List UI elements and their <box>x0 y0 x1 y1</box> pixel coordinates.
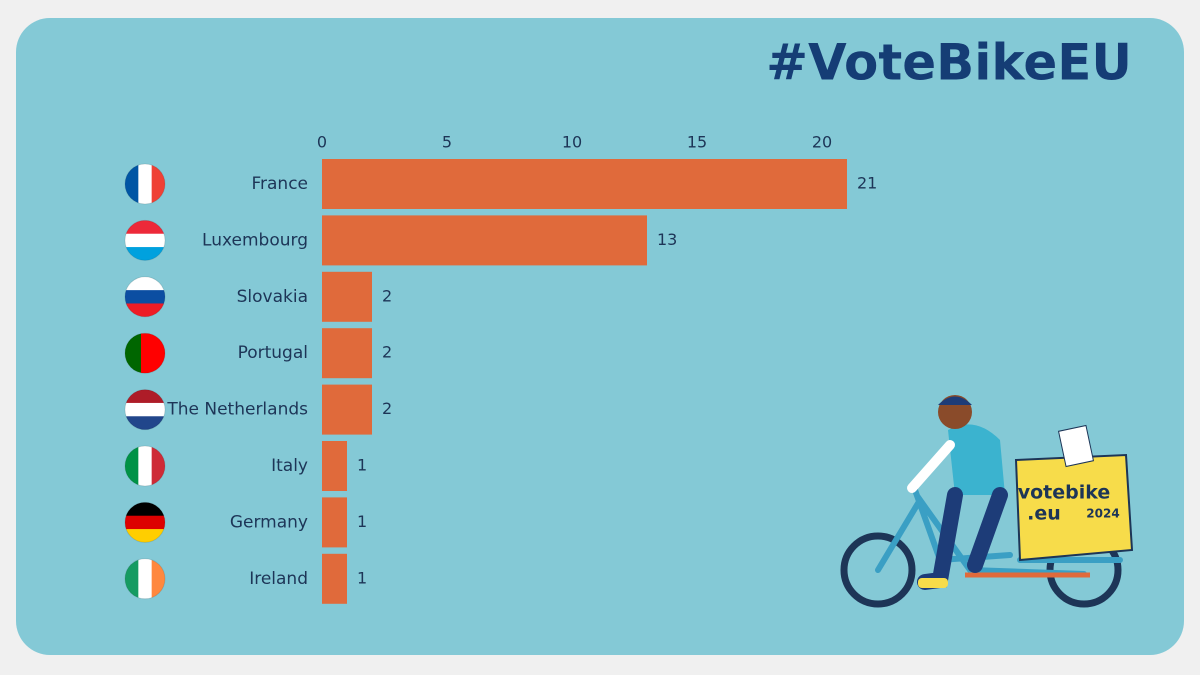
value-label: 21 <box>857 174 877 193</box>
category-label: Slovakia <box>237 287 308 307</box>
flag-stripe <box>141 333 150 374</box>
flag-outline <box>124 219 166 261</box>
flag-stripe <box>151 164 165 204</box>
box-text: 2024 <box>1086 507 1119 521</box>
rider-body <box>948 424 1005 495</box>
flag <box>125 164 165 204</box>
bar <box>322 159 847 209</box>
flag-stripe <box>125 502 165 517</box>
flag-outline <box>124 389 166 431</box>
flag-stripe <box>125 446 139 486</box>
x-tick-label: 20 <box>812 133 832 152</box>
flag-stripe <box>138 446 153 486</box>
value-label: 1 <box>357 512 367 531</box>
x-tick-label: 5 <box>442 133 452 152</box>
category-label: Italy <box>271 456 308 476</box>
bar <box>322 384 372 435</box>
bar <box>322 441 347 491</box>
flag-stripe <box>151 446 165 486</box>
card <box>16 18 1184 655</box>
chart-title: #VoteBikeEU <box>766 34 1132 92</box>
bar <box>322 271 372 322</box>
bar <box>322 328 372 379</box>
x-tick-label: 0 <box>317 133 327 152</box>
flag <box>125 558 165 599</box>
bar <box>322 215 647 266</box>
flag-stripe <box>125 333 134 374</box>
value-label: 13 <box>657 230 677 249</box>
flag-stripe <box>125 233 165 248</box>
flag-outline <box>124 332 166 374</box>
value-label: 2 <box>382 399 392 418</box>
bar <box>322 497 347 548</box>
flag-outline <box>124 163 166 205</box>
flag-stripe <box>125 290 165 304</box>
value-label: 2 <box>382 286 392 305</box>
cap <box>938 396 972 405</box>
bar <box>322 553 347 604</box>
shoe <box>918 578 948 588</box>
box-text: .eu <box>1027 503 1061 525</box>
flag-stripe <box>125 164 139 204</box>
flag-outline <box>124 276 166 318</box>
category-label: Ireland <box>249 569 308 589</box>
flag <box>125 333 165 374</box>
flag-stripe <box>125 220 165 235</box>
category-label: Luxembourg <box>202 230 308 250</box>
flag-outline <box>124 558 166 600</box>
flag-stripe <box>133 333 142 374</box>
flag-stripe <box>125 416 165 430</box>
x-tick-label: 10 <box>562 133 582 152</box>
box-text: votebike <box>1018 482 1111 504</box>
flag-stripe <box>151 558 165 599</box>
category-label: Germany <box>230 512 308 532</box>
rider-arm <box>907 440 955 493</box>
ballot <box>1057 424 1095 468</box>
flag-stripe <box>138 164 153 204</box>
flag-stripe <box>125 402 165 417</box>
flag-stripe <box>125 276 165 291</box>
flag <box>125 276 165 317</box>
x-tick-label: 15 <box>687 133 707 152</box>
wheel <box>840 532 916 608</box>
category-label: France <box>251 174 308 194</box>
flag <box>125 220 165 261</box>
flag-stripe <box>157 333 165 374</box>
flag-outline <box>124 501 166 543</box>
value-label: 1 <box>357 456 367 475</box>
flag-stripe <box>125 558 139 599</box>
value-label: 2 <box>382 343 392 362</box>
flag-stripe <box>125 303 165 317</box>
flag-stripe <box>125 389 165 404</box>
flag <box>125 502 165 543</box>
flag <box>125 446 165 486</box>
flag-stripe <box>125 515 165 530</box>
value-label: 1 <box>357 568 367 587</box>
flag-stripe <box>125 529 165 543</box>
flag-stripe <box>149 333 158 374</box>
flag <box>125 389 165 430</box>
illustration: votebike .eu 2024 <box>840 395 1134 608</box>
flag-stripe <box>138 558 153 599</box>
flag-stripe <box>125 247 165 261</box>
flag-outline <box>124 445 166 487</box>
category-label: The Netherlands <box>166 400 308 420</box>
category-label: Portugal <box>238 343 308 363</box>
